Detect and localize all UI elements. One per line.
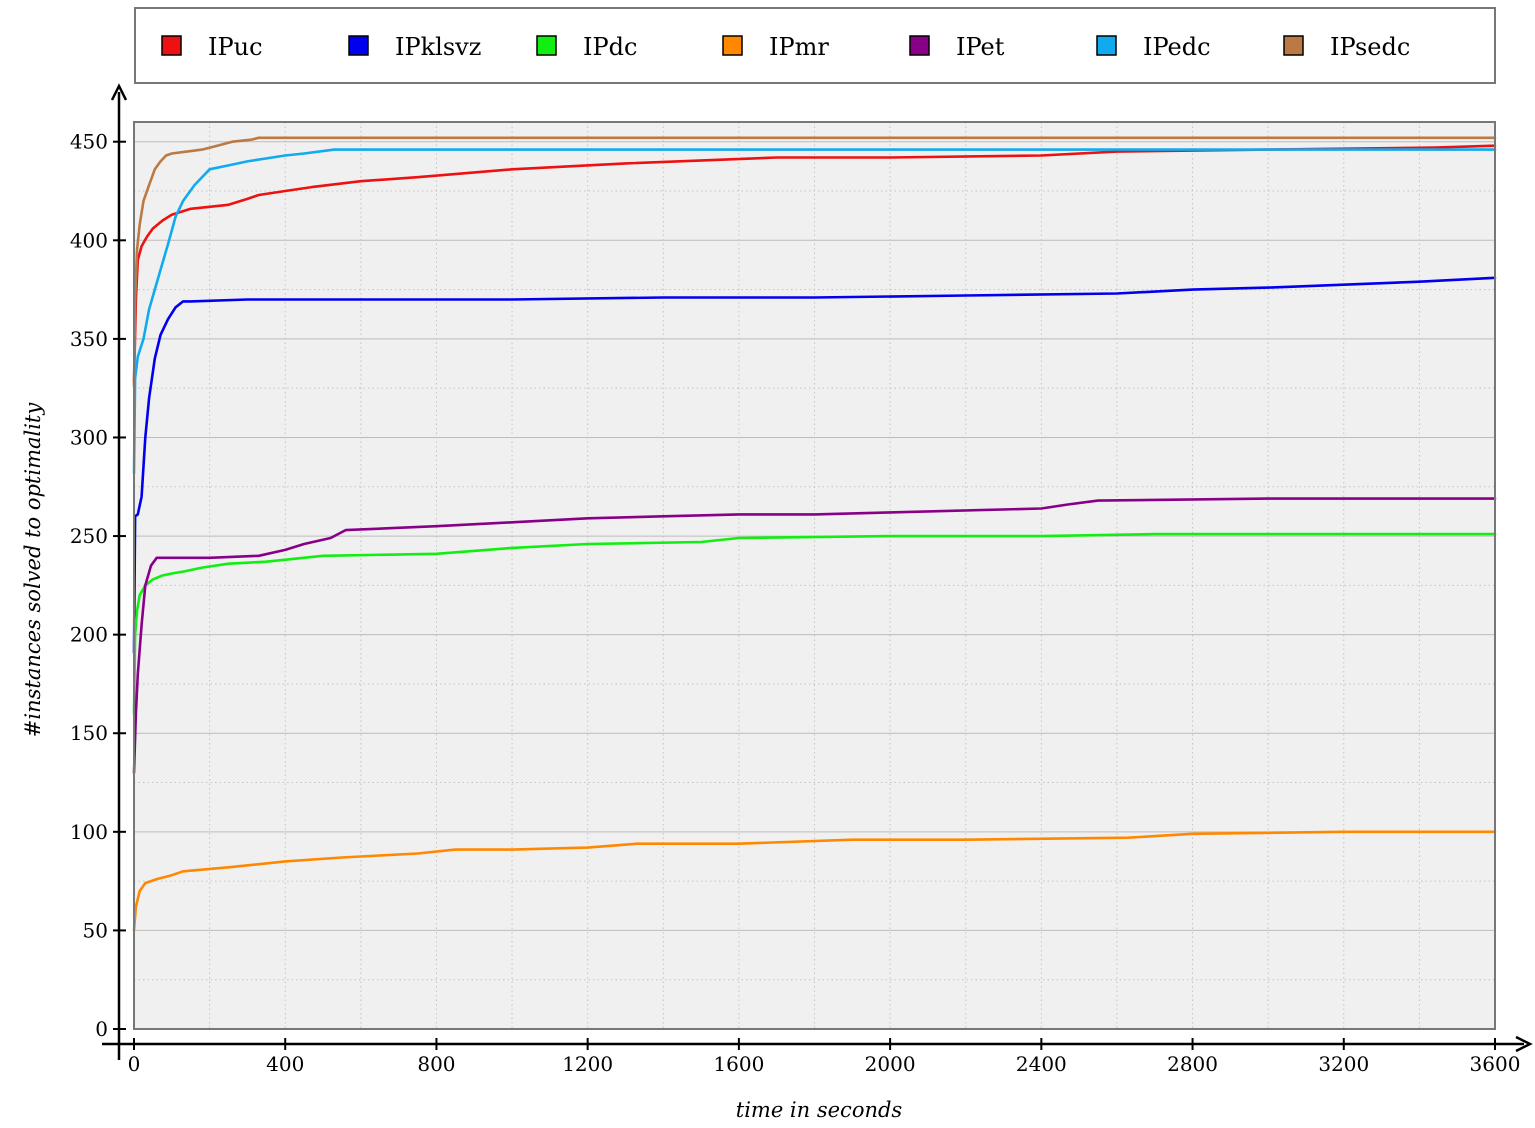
- legend-swatch-ipet: [909, 35, 930, 56]
- grid: [134, 122, 1495, 1029]
- series-line-ipuc: [132, 144, 1497, 384]
- x-ticks: 0 400 800 1200 1600 2000 2400 2800 3200 3600: [128, 1038, 1521, 1076]
- x-tick-label: 2800: [1167, 1052, 1218, 1076]
- y-tick-label: 400: [70, 228, 108, 252]
- x-tick-label: 2400: [1016, 1052, 1067, 1076]
- y-ticks: 0 50 100 150 200 250 300 350 400 450: [70, 130, 126, 1041]
- series-line-ipedc: [132, 148, 1497, 475]
- legend-swatch-ipedc: [1096, 35, 1117, 56]
- series-line-ipet: [132, 497, 1497, 775]
- plot-area: [134, 122, 1495, 1029]
- x-tick-label: 3600: [1470, 1052, 1521, 1076]
- y-axis-title: #instances solved to optimality: [21, 402, 45, 738]
- x-tick-label: 0: [128, 1052, 141, 1076]
- y-tick-label: 350: [70, 327, 108, 351]
- legend-swatch-ipklsvz: [348, 35, 369, 56]
- series-lines: [132, 136, 1497, 932]
- legend-swatch-ipdc: [536, 35, 557, 56]
- legend-label-ipet: IPet: [956, 33, 1005, 61]
- legend-items: IPuc IPklsvz IPdc IPmr IPet IPedc IPsedc: [161, 33, 1410, 61]
- x-tick-label: 2000: [865, 1052, 916, 1076]
- x-axis-title: time in seconds: [736, 1098, 903, 1122]
- legend-swatch-ipsedc: [1283, 35, 1304, 56]
- legend-swatch-ipuc: [161, 35, 182, 56]
- x-tick-label: 1200: [562, 1052, 613, 1076]
- series-line-ipmr: [132, 830, 1497, 932]
- legend-label-ipdc: IPdc: [583, 33, 637, 61]
- legend-label-ipedc: IPedc: [1143, 33, 1211, 61]
- x-tick-label: 1600: [713, 1052, 764, 1076]
- y-tick-label: 50: [83, 918, 108, 942]
- legend: IPuc IPklsvz IPdc IPmr IPet IPedc IPsedc: [134, 7, 1496, 84]
- legend-swatch-ipmr: [722, 35, 743, 56]
- x-axis-arrow: [1515, 1035, 1533, 1053]
- x-tick-label: 3200: [1318, 1052, 1369, 1076]
- y-tick-label: 0: [95, 1017, 108, 1041]
- y-tick-label: 250: [70, 524, 108, 548]
- series-line-ipdc: [132, 532, 1497, 715]
- y-tick-label: 150: [70, 721, 108, 745]
- y-tick-label: 200: [70, 623, 108, 647]
- plot-frame: [133, 121, 1496, 1030]
- legend-label-ipmr: IPmr: [769, 33, 829, 61]
- y-tick-label: 300: [70, 425, 108, 449]
- x-tick-label: 400: [266, 1052, 304, 1076]
- legend-label-ipsedc: IPsedc: [1330, 33, 1410, 61]
- x-tick-label: 800: [417, 1052, 455, 1076]
- y-tick-label: 450: [70, 130, 108, 154]
- axes: 0 400 800 1200 1600 2000 2400 2800 3200 3600 0 50 1…: [70, 83, 1533, 1076]
- legend-label-ipklsvz: IPklsvz: [395, 33, 481, 61]
- y-tick-label: 100: [70, 820, 108, 844]
- series-line-ipsedc: [132, 136, 1497, 388]
- series-line-ipklsvz: [132, 276, 1497, 654]
- legend-label-ipuc: IPuc: [208, 33, 263, 61]
- y-axis-arrow: [110, 83, 128, 101]
